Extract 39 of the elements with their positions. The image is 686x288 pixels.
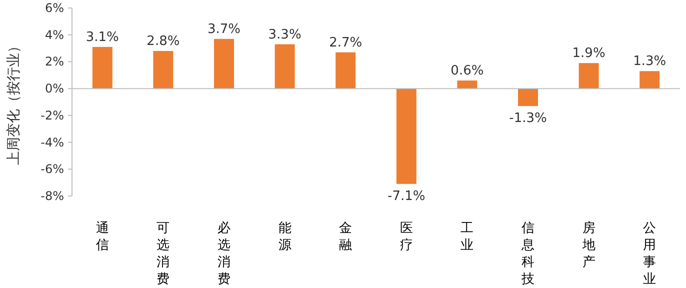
x-tick-label: 必选消费: [218, 221, 230, 287]
data-label: 3.3%: [268, 27, 302, 42]
y-tick-label: 2%: [44, 54, 64, 69]
data-label: -1.3%: [509, 111, 547, 126]
data-label: 3.1%: [86, 30, 119, 45]
bar: [518, 88, 538, 106]
bar: [92, 46, 112, 89]
data-label: 2.7%: [329, 35, 362, 50]
data-label: 0.6%: [450, 64, 484, 79]
bar: [153, 50, 174, 89]
bar: [396, 88, 416, 184]
x-tick-label: 工业: [460, 221, 474, 253]
x-tick-label: 可选消费: [156, 221, 170, 287]
y-axis-title: 上周变化（按行业）: [6, 39, 22, 165]
data-label: 1.9%: [572, 46, 606, 62]
y-tick-label: -2%: [40, 108, 64, 122]
data-label: 1.3%: [633, 54, 666, 70]
y-tick-label: -4%: [40, 135, 64, 150]
bar: [214, 38, 234, 89]
x-tick-label: 通信: [96, 221, 109, 253]
x-tick-label: 房地产: [581, 220, 596, 270]
bar: [457, 80, 478, 89]
data-label: 3.7%: [207, 22, 241, 37]
x-tick-label: 医疗: [400, 221, 413, 253]
y-tick-label: 6%: [44, 1, 64, 15]
y-tick-label: 4%: [44, 28, 64, 42]
bar: [640, 71, 660, 89]
x-tick-label: 金融: [339, 221, 352, 253]
x-tick-label: 公用事业: [643, 221, 656, 287]
y-tick-label: -6%: [40, 162, 64, 176]
data-label: -7.1%: [388, 188, 426, 204]
bar: [274, 44, 295, 89]
x-tick-label: 能源: [278, 221, 292, 253]
x-tick-label: 信息科技: [520, 221, 534, 287]
bar: [336, 52, 356, 89]
y-tick-label: 0%: [44, 82, 64, 96]
data-label: 2.8%: [146, 34, 180, 49]
bar: [578, 63, 599, 89]
y-tick-label: -8%: [40, 189, 64, 203]
